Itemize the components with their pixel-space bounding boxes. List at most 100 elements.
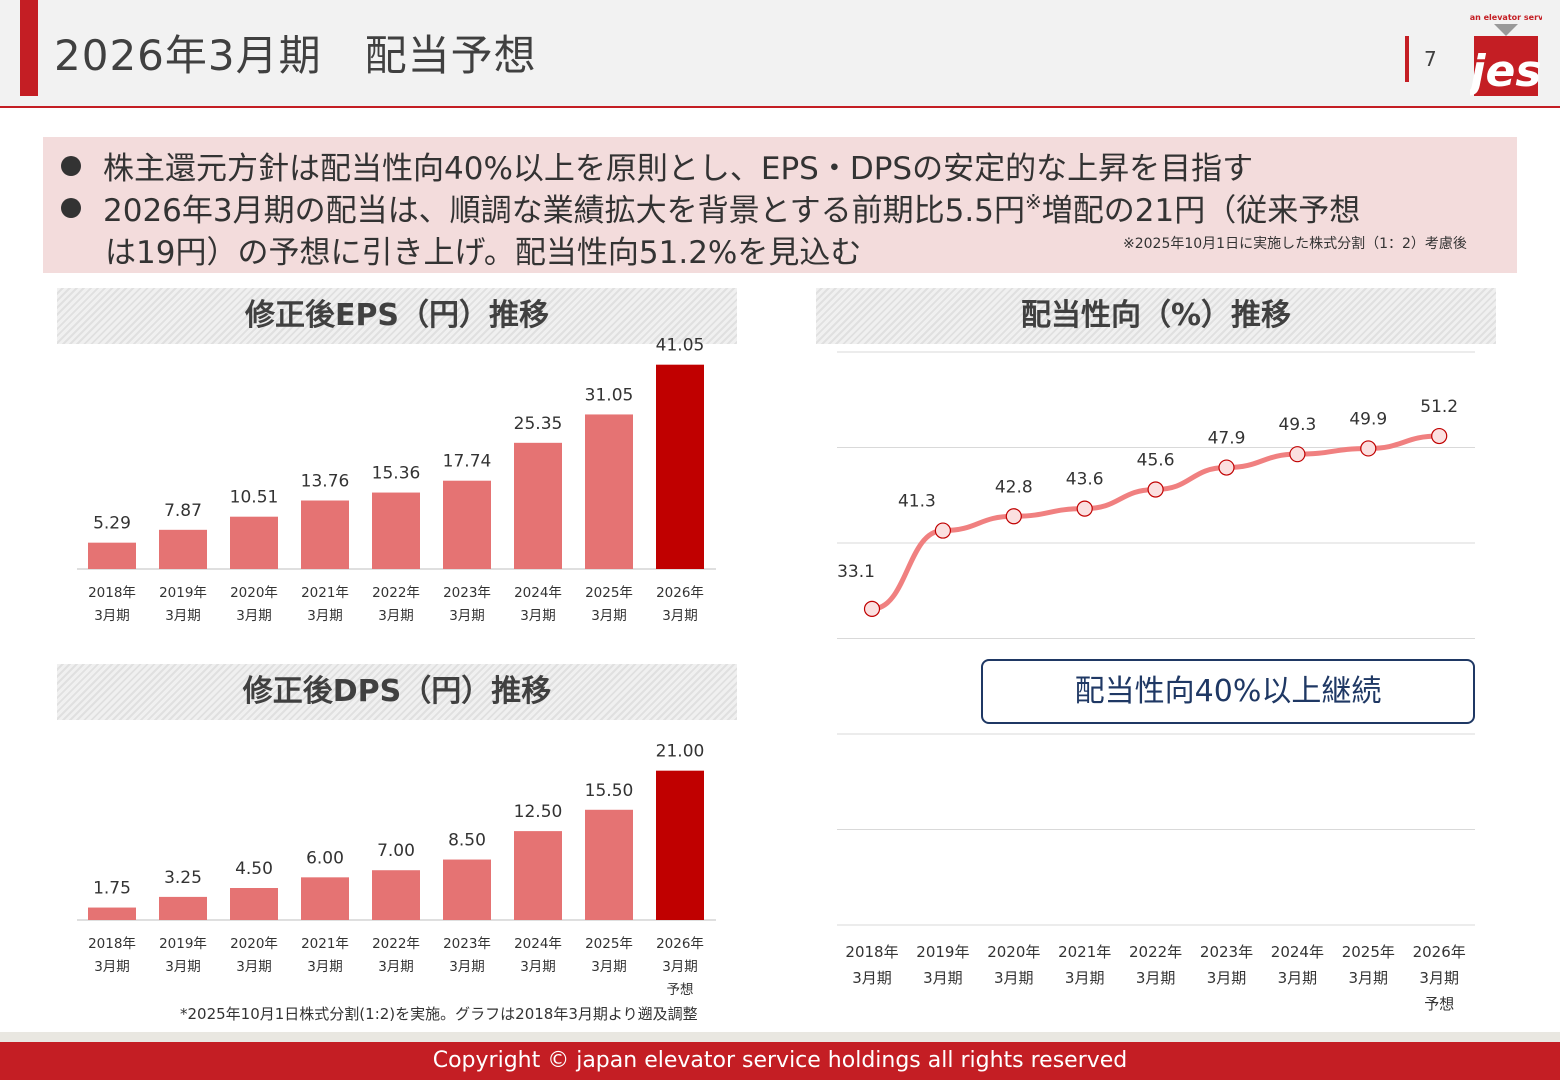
slide-header: 2026年3月期 配当予想 7 japan elevator service j… bbox=[0, 0, 1560, 108]
bullet-icon bbox=[61, 198, 81, 218]
stock-split-footnote: *2025年10月1日株式分割(1:2)を実施。グラフは2018年3月期より遡及… bbox=[180, 1005, 698, 1023]
ratio-data-label: 33.1 bbox=[837, 562, 875, 582]
ratio-data-label: 51.2 bbox=[1420, 397, 1458, 417]
ratio-tick-label: 2026年 bbox=[1413, 943, 1466, 961]
ratio-data-label: 45.6 bbox=[1137, 451, 1175, 471]
ratio-tick-label: 3月期 bbox=[1349, 969, 1389, 987]
ratio-tick-label: 3月期 bbox=[994, 969, 1034, 987]
ratio-tick-label: 3月期 bbox=[1207, 969, 1247, 987]
eps-tick-label: 3月期 bbox=[662, 608, 698, 624]
ratio-data-point bbox=[1360, 440, 1377, 457]
eps-data-label: 10.51 bbox=[230, 488, 279, 508]
bullet-1-text: 株主還元方針は配当性向40%以上を原則とし、EPS・DPSの安定的な上昇を目指す bbox=[103, 151, 1254, 187]
eps-tick-label: 2022年 bbox=[372, 585, 420, 601]
eps-tick-label: 3月期 bbox=[591, 608, 627, 624]
logo-top-text: japan elevator service bbox=[1470, 13, 1542, 22]
ratio-tick-label: 3月期 bbox=[1136, 969, 1176, 987]
eps-bar bbox=[301, 500, 349, 569]
eps-tick-label: 2018年 bbox=[88, 585, 136, 601]
bullet-2-text-rest: 増配の21円（従来予想 bbox=[1041, 193, 1361, 229]
dps-tick-label: 3月期 bbox=[662, 959, 698, 975]
dps-tick-label: 3月期 bbox=[520, 959, 556, 975]
eps-bar bbox=[585, 414, 633, 569]
ratio-data-point bbox=[1218, 459, 1235, 476]
ratio-data-label: 42.8 bbox=[995, 477, 1033, 497]
ratio-data-point bbox=[934, 522, 952, 539]
dps-bar bbox=[372, 870, 420, 920]
eps-bar bbox=[230, 516, 278, 569]
bullet-2-text: 2026年3月期の配当は、順調な業績拡大を背景とする前期比5.5円 bbox=[103, 193, 1025, 229]
dps-tick-label: 2021年 bbox=[301, 936, 349, 952]
eps-tick-label: 2020年 bbox=[230, 585, 278, 601]
ratio-tick-label: 2019年 bbox=[916, 943, 969, 961]
eps-bar bbox=[372, 492, 420, 569]
dps-data-label: 6.00 bbox=[306, 848, 344, 868]
ratio-tick-label: 2020年 bbox=[987, 943, 1040, 961]
ratio-tick-label: 3月期 bbox=[1278, 969, 1318, 987]
eps-tick-label: 3月期 bbox=[378, 608, 414, 624]
dps-tick-label: 3月期 bbox=[165, 959, 201, 975]
dps-bar bbox=[514, 831, 562, 920]
eps-tick-label: 3月期 bbox=[165, 608, 201, 624]
eps-data-label: 25.35 bbox=[514, 414, 563, 434]
dps-tick-label: 3月期 bbox=[591, 959, 627, 975]
dps-bar bbox=[443, 859, 491, 920]
dps-tick-label: 3月期 bbox=[236, 959, 272, 975]
dps-bar bbox=[585, 809, 633, 920]
eps-data-label: 5.29 bbox=[93, 514, 131, 534]
eps-tick-label: 2024年 bbox=[514, 585, 562, 601]
dps-bar bbox=[301, 877, 349, 920]
summary-bullet-2-line2: は19円）の予想に引き上げ。配当性向51.2%を見込む bbox=[105, 235, 862, 271]
dps-bar bbox=[230, 888, 278, 920]
ratio-data-label: 43.6 bbox=[1066, 470, 1104, 490]
page-number: 7 bbox=[1424, 47, 1437, 71]
ratio-tick-label: 2023年 bbox=[1200, 943, 1253, 961]
logo-mark-text: jes bbox=[1470, 46, 1542, 97]
eps-tick-label: 3月期 bbox=[520, 608, 556, 624]
dps-tick-label: 予想 bbox=[667, 982, 694, 998]
dps-tick-label: 2026年 bbox=[656, 936, 704, 952]
eps-data-label: 41.05 bbox=[656, 336, 705, 356]
ratio-tick-label: 2025年 bbox=[1342, 943, 1395, 961]
dps-data-label: 8.50 bbox=[448, 831, 486, 851]
ratio-data-label: 49.3 bbox=[1278, 415, 1316, 435]
summary-bullet-1: 株主還元方針は配当性向40%以上を原則とし、EPS・DPSの安定的な上昇を目指す bbox=[61, 143, 1253, 188]
eps-bar bbox=[443, 480, 491, 569]
ratio-data-label: 49.9 bbox=[1349, 409, 1387, 429]
ratio-tick-label: 3月期 bbox=[852, 969, 892, 987]
eps-tick-label: 3月期 bbox=[307, 608, 343, 624]
dps-data-label: 15.50 bbox=[585, 781, 634, 801]
dps-tick-label: 2023年 bbox=[443, 936, 491, 952]
eps-data-label: 31.05 bbox=[585, 385, 634, 405]
dps-tick-label: 2024年 bbox=[514, 936, 562, 952]
dps-tick-label: 3月期 bbox=[94, 959, 130, 975]
eps-data-label: 7.87 bbox=[164, 501, 202, 521]
eps-tick-label: 2019年 bbox=[159, 585, 207, 601]
note-mark: ※ bbox=[1024, 190, 1042, 214]
ratio-tick-label: 2021年 bbox=[1058, 943, 1111, 961]
ratio-tick-label: 3月期 bbox=[1065, 969, 1105, 987]
eps-data-label: 15.36 bbox=[372, 464, 421, 484]
ratio-data-point bbox=[1431, 427, 1448, 445]
ratio-data-label: 47.9 bbox=[1208, 429, 1246, 449]
dps-tick-label: 2022年 bbox=[372, 936, 420, 952]
dps-data-label: 12.50 bbox=[514, 802, 563, 822]
dps-tick-label: 2018年 bbox=[88, 936, 136, 952]
dps-tick-label: 3月期 bbox=[307, 959, 343, 975]
ratio-data-point bbox=[1289, 446, 1306, 463]
ratio-tick-label: 2024年 bbox=[1271, 943, 1324, 961]
payout-policy-callout: 配当性向40%以上継続 bbox=[981, 659, 1475, 724]
eps-bar bbox=[88, 542, 136, 569]
eps-tick-label: 2023年 bbox=[443, 585, 491, 601]
summary-bullet-2: 2026年3月期の配当は、順調な業績拡大を背景とする前期比5.5円※増配の21円… bbox=[61, 185, 1360, 230]
dps-bar bbox=[159, 896, 207, 920]
ratio-data-point bbox=[1076, 500, 1093, 517]
dps-panel-heading: 修正後DPS（円）推移 bbox=[57, 664, 737, 720]
eps-tick-label: 3月期 bbox=[449, 608, 485, 624]
dps-tick-label: 3月期 bbox=[449, 959, 485, 975]
eps-tick-label: 3月期 bbox=[94, 608, 130, 624]
dps-tick-label: 2019年 bbox=[159, 936, 207, 952]
ratio-data-point bbox=[1005, 508, 1022, 525]
payout-ratio-panel-heading: 配当性向（%）推移 bbox=[816, 288, 1496, 344]
jes-logo-icon: japan elevator service jes bbox=[1470, 13, 1542, 97]
